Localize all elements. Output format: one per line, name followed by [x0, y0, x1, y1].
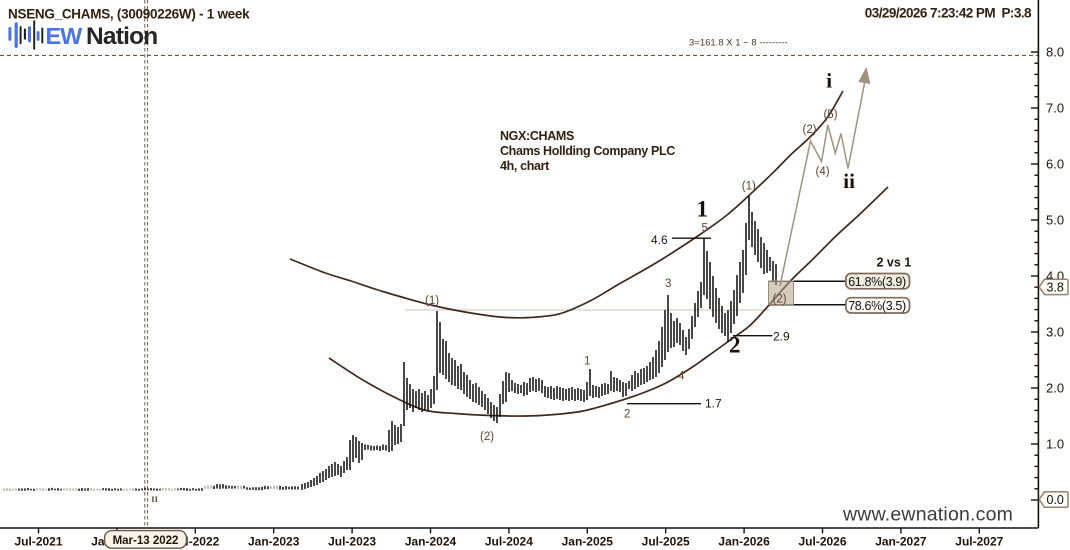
svg-text:EW: EW [46, 23, 84, 49]
svg-text:Jan-2024: Jan-2024 [405, 535, 457, 549]
svg-text:3.0: 3.0 [1046, 324, 1064, 339]
svg-text:Jan-2023: Jan-2023 [248, 535, 300, 549]
svg-text:4: 4 [678, 371, 685, 383]
svg-text:61.8%(3.9): 61.8%(3.9) [848, 275, 906, 289]
svg-text:3: 3 [665, 278, 671, 290]
svg-text:2.0: 2.0 [1046, 380, 1064, 395]
svg-text:78.6%(3.5): 78.6%(3.5) [848, 299, 906, 313]
svg-text:(1): (1) [742, 181, 756, 193]
svg-text:II: II [151, 494, 158, 504]
svg-text:ii: ii [843, 169, 855, 193]
svg-text:(5): (5) [824, 109, 838, 121]
svg-text:Jul-2026: Jul-2026 [798, 535, 846, 549]
svg-text:5: 5 [702, 223, 708, 235]
svg-text:3.8: 3.8 [1047, 281, 1064, 295]
svg-text:Jan-2027: Jan-2027 [875, 535, 927, 549]
svg-text:Jul-2025: Jul-2025 [642, 535, 690, 549]
svg-text:4.6: 4.6 [651, 233, 668, 247]
svg-text:7.0: 7.0 [1046, 100, 1064, 115]
svg-text:NSENG_CHAMS, (30090226W) - 1 w: NSENG_CHAMS, (30090226W) - 1 week [8, 7, 250, 22]
svg-text:i: i [826, 68, 832, 92]
svg-text:NGX:CHAMS: NGX:CHAMS [500, 129, 574, 143]
svg-text:(2): (2) [773, 294, 787, 306]
svg-text:2: 2 [624, 409, 630, 421]
svg-text:1.0: 1.0 [1046, 436, 1064, 451]
svg-text:1.7: 1.7 [705, 397, 722, 411]
svg-text:1: 1 [584, 356, 590, 368]
svg-text:3=161.8 X 1 ~ 8 ---------: 3=161.8 X 1 ~ 8 --------- [689, 38, 788, 49]
svg-text:www.ewnation.com: www.ewnation.com [842, 504, 1013, 526]
svg-text:1: 1 [697, 197, 709, 222]
svg-text:(2): (2) [803, 124, 817, 136]
svg-text:8.0: 8.0 [1046, 44, 1064, 59]
svg-text:(1): (1) [425, 295, 439, 307]
svg-text:Nation: Nation [86, 23, 157, 50]
svg-text:6.0: 6.0 [1046, 156, 1064, 171]
svg-text:Jan-2026: Jan-2026 [718, 535, 770, 549]
svg-text:2: 2 [729, 333, 741, 358]
svg-text:(4): (4) [816, 166, 830, 178]
svg-text:Jul-2021: Jul-2021 [14, 535, 62, 549]
svg-text:Chams Hollding Company PLC: Chams Hollding Company PLC [500, 144, 675, 158]
svg-text:5.0: 5.0 [1046, 212, 1064, 227]
svg-text:Jul-2024: Jul-2024 [485, 535, 533, 549]
svg-text:Jul-2023: Jul-2023 [328, 535, 376, 549]
svg-text:03/29/2026 7:23:42 PM P:3.8: 03/29/2026 7:23:42 PM P:3.8 [865, 6, 1032, 21]
svg-text:Jul-2027: Jul-2027 [955, 535, 1003, 549]
svg-text:4h, chart: 4h, chart [500, 159, 550, 173]
svg-text:2.9: 2.9 [773, 330, 790, 344]
svg-text:(2): (2) [480, 431, 494, 443]
svg-text:2 vs 1: 2 vs 1 [877, 256, 912, 270]
svg-text:0.0: 0.0 [1047, 493, 1064, 507]
svg-text:Jan-2025: Jan-2025 [562, 535, 614, 549]
svg-text:Mar-13 2022: Mar-13 2022 [113, 535, 179, 547]
